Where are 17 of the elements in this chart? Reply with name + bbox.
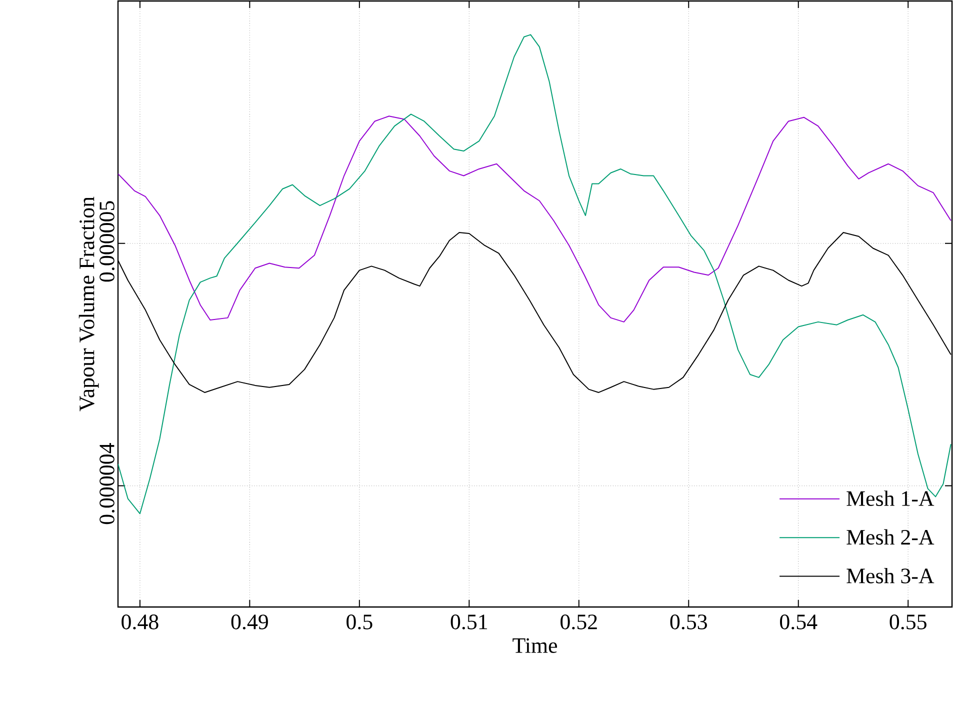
y-axis-title: Vapour Volume Fraction: [78, 196, 99, 412]
x-tick-label: 0.51: [450, 614, 488, 630]
legend-label: Mesh 2-A: [846, 529, 934, 545]
x-tick-label: 0.53: [670, 614, 707, 630]
legend-label: Mesh 1-A: [846, 490, 934, 506]
y-tick-label: 0.000005: [100, 201, 114, 282]
x-tick-label: 0.48: [122, 614, 158, 630]
x-tick-label: 0.52: [560, 614, 597, 630]
line-series: [118, 116, 952, 322]
line-series: [118, 34, 952, 514]
x-tick-label: 0.49: [231, 614, 268, 630]
x-tick-label: 0.5: [346, 614, 372, 630]
x-axis-title: Time: [512, 638, 557, 653]
x-tick-label: 0.54: [780, 614, 818, 630]
y-tick-label: 0.000004: [100, 443, 114, 524]
legend-label: Mesh 3-A: [846, 568, 934, 584]
x-tick-label: 0.55: [890, 614, 926, 630]
